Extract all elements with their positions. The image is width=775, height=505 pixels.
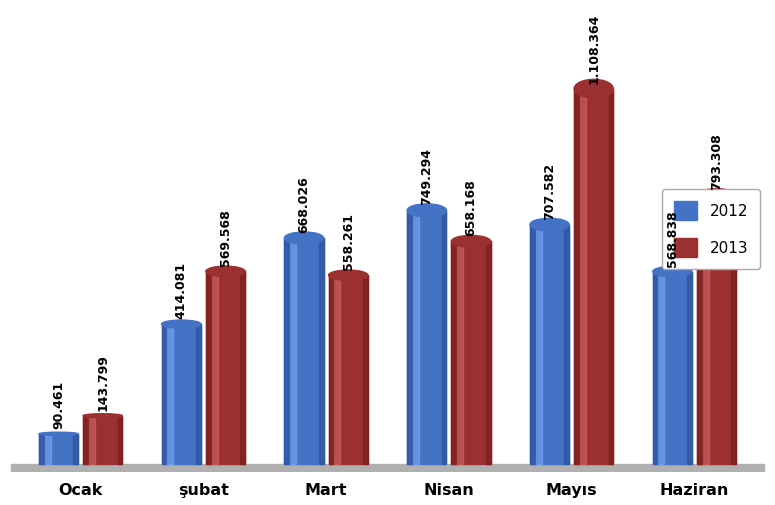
Ellipse shape [697,188,736,203]
Bar [442,211,446,465]
Text: 707.582: 707.582 [543,163,556,220]
Bar [284,238,289,465]
Bar [535,225,542,465]
Ellipse shape [653,266,692,277]
Bar [574,89,613,465]
Bar [167,324,174,465]
Bar [687,272,692,465]
Bar [451,241,491,465]
Ellipse shape [574,79,613,98]
Bar [83,416,122,465]
Bar [39,434,78,465]
Ellipse shape [83,414,122,418]
Bar [653,272,657,465]
Ellipse shape [39,432,78,435]
Bar [240,271,245,465]
Bar [206,271,245,465]
Bar [329,275,368,465]
Bar [456,241,463,465]
Text: 658.168: 658.168 [464,179,477,236]
Bar [701,195,708,465]
Text: 568.838: 568.838 [666,210,679,267]
Text: 143.799: 143.799 [96,354,109,411]
Bar [657,272,664,465]
Bar [162,324,201,465]
Bar [162,324,167,465]
Ellipse shape [451,235,491,247]
Bar [486,241,491,465]
Text: 793.308: 793.308 [710,134,723,190]
Bar [329,275,333,465]
Bar [732,195,736,465]
Bar [653,272,692,465]
Bar [88,416,95,465]
Bar [564,225,569,465]
Ellipse shape [162,320,201,328]
Ellipse shape [329,270,368,280]
Bar [206,271,211,465]
Text: 668.026: 668.026 [298,176,311,233]
Bar [407,211,446,465]
Bar [697,195,736,465]
Bar [284,238,324,465]
Text: 1.108.364: 1.108.364 [587,13,600,84]
Bar [11,465,764,472]
Bar [39,434,43,465]
Bar [697,195,701,465]
Bar [579,89,586,465]
Bar [319,238,324,465]
Text: 569.568: 569.568 [219,210,232,266]
Bar [43,434,50,465]
Text: 749.294: 749.294 [420,148,433,206]
Bar [608,89,613,465]
Bar [407,211,412,465]
Text: 414.081: 414.081 [175,262,188,319]
Bar [363,275,368,465]
Ellipse shape [206,266,245,277]
Text: 558.261: 558.261 [342,213,355,270]
Bar [289,238,296,465]
Bar [530,225,569,465]
Bar [83,416,88,465]
Bar [574,89,579,465]
Bar [530,225,535,465]
Bar [196,324,201,465]
Bar [412,211,419,465]
Ellipse shape [530,218,569,231]
Bar [74,434,78,465]
Bar [333,275,340,465]
Bar [451,241,456,465]
Text: 90.461: 90.461 [52,380,65,429]
Bar [118,416,122,465]
Legend: 2012, 2013: 2012, 2013 [662,189,760,269]
Ellipse shape [407,204,446,217]
Ellipse shape [284,232,324,244]
Bar [211,271,218,465]
